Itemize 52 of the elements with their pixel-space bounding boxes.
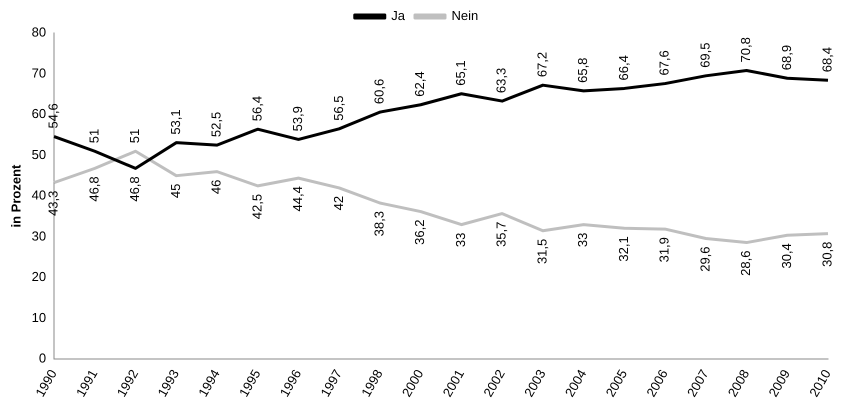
- data-label: 51: [127, 128, 142, 144]
- y-tick-label: 40: [32, 188, 46, 203]
- data-label: 68,4: [820, 46, 835, 72]
- data-label: 52,5: [208, 112, 224, 138]
- data-label: 38,3: [372, 211, 387, 236]
- data-label: 67,2: [534, 52, 550, 78]
- data-label: 65,1: [452, 60, 468, 86]
- data-label: 45: [168, 184, 183, 198]
- data-label: 54,6: [46, 103, 61, 129]
- y-axis-title: in Prozent: [8, 164, 24, 228]
- data-label: 56,4: [249, 96, 264, 122]
- data-label: 36,2: [412, 220, 428, 245]
- data-label: 30,8: [820, 242, 835, 267]
- data-label: 42,5: [249, 194, 264, 220]
- data-label: 46: [208, 180, 224, 194]
- legend-label: Nein: [451, 8, 478, 24]
- data-label: 46,8: [86, 176, 102, 202]
- data-label: 46,8: [127, 176, 142, 202]
- data-label: 51: [86, 128, 102, 144]
- data-label: 43,3: [46, 190, 61, 216]
- data-label: 42: [330, 196, 346, 210]
- data-label: 31,5: [534, 238, 550, 264]
- y-tick-label: 60: [32, 106, 46, 122]
- data-label: 29,6: [697, 246, 712, 272]
- data-label: 31,9: [656, 237, 672, 262]
- data-label: 62,4: [412, 71, 428, 97]
- data-label: 65,8: [575, 58, 590, 83]
- data-label: 53,9: [290, 106, 306, 132]
- y-tick-label: 50: [32, 146, 46, 162]
- data-label: 60,6: [372, 78, 387, 104]
- legend-label: Ja: [391, 8, 406, 24]
- data-label: 33: [452, 232, 468, 248]
- data-label: 66,4: [616, 55, 631, 80]
- data-label: 63,3: [494, 68, 509, 94]
- data-label: 67,6: [656, 50, 672, 76]
- data-label: 28,6: [738, 250, 754, 276]
- data-label: 56,5: [330, 95, 346, 121]
- data-label: 70,8: [738, 37, 754, 63]
- data-label: 30,4: [778, 243, 794, 269]
- y-tick-label: 70: [32, 65, 46, 80]
- y-tick-label: 0: [38, 350, 46, 366]
- data-label: 68,9: [778, 44, 794, 70]
- y-tick-label: 20: [32, 269, 46, 284]
- data-label: 69,5: [697, 42, 712, 68]
- data-label: 44,4: [290, 186, 306, 212]
- y-tick-label: 80: [32, 24, 46, 40]
- y-tick-label: 30: [32, 228, 46, 244]
- y-tick-label: 10: [32, 310, 46, 325]
- data-label: 35,7: [494, 222, 509, 247]
- data-label: 32,1: [616, 236, 631, 262]
- data-label: 53,1: [168, 109, 183, 135]
- data-label: 33: [575, 232, 590, 248]
